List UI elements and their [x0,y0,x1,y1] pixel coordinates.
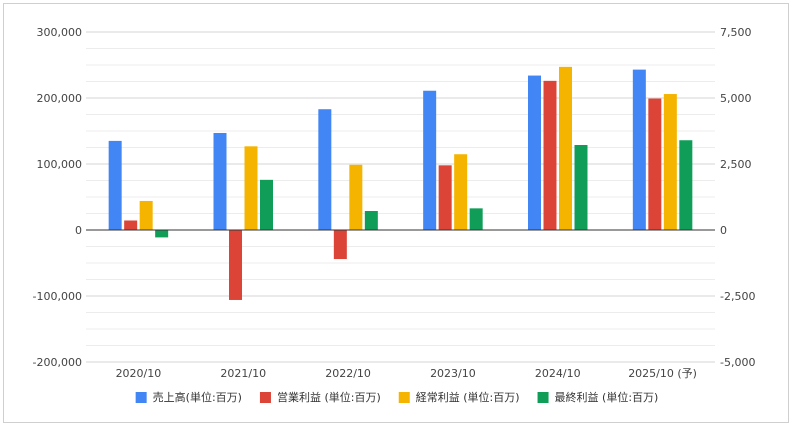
legend-swatch [259,392,271,403]
combo-bar-chart: 300,000 200,000 100,000 0 -100,000 -200,000 7… [33,26,756,404]
bar [139,200,153,230]
bar [124,220,138,230]
bar [559,66,572,231]
bar [260,179,273,230]
chart-frame: 300,000 200,000 100,000 0 -100,000 -200,000 7… [3,3,789,423]
left-axis-ticks: 300,000 200,000 100,000 0 -100,000 -200,000 [33,26,82,369]
bar [108,140,122,230]
bar [349,164,363,230]
right-axis-ticks: 7,500 5,000 2,500 0 -2,500 -5,000 [720,26,755,369]
legend-swatch [537,392,549,403]
right-tick-label: 2,500 [720,158,752,171]
bar [679,140,693,230]
bar [244,146,258,230]
bar [528,75,541,230]
legend-label: 経常利益 (単位:百万) [416,390,520,404]
left-tick-label: -100,000 [33,290,82,303]
left-tick-label: 200,000 [37,92,83,105]
legend-label: 営業利益 (単位:百万) [277,390,381,404]
bar [648,98,662,230]
legend-swatch [135,392,147,403]
bar [543,80,557,230]
bar [155,230,169,238]
gridlines [86,31,715,363]
right-tick-label: 7,500 [720,26,752,39]
category-label: 2025/10 (予) [628,367,697,380]
bar [469,208,483,230]
right-tick-label: 0 [720,224,727,237]
bar [574,144,588,230]
legend-swatch [398,392,410,403]
right-tick-label: -2,500 [720,290,755,303]
left-tick-label: 100,000 [37,158,83,171]
right-tick-label: 5,000 [720,92,752,105]
bar [438,165,452,230]
left-tick-label: -200,000 [33,356,82,369]
category-label: 2020/10 [116,367,162,380]
category-label: 2024/10 [535,367,581,380]
legend-label: 最終利益 (単位:百万) [555,390,659,404]
bar [364,210,378,230]
bar [663,94,677,230]
category-labels: 2020/10 2021/10 2022/10 2023/10 2024/10 2025/… [116,367,697,380]
bar [423,90,437,231]
category-label: 2023/10 [430,367,476,380]
left-tick-label: 300,000 [37,26,83,39]
legend: 売上高(単位:百万) 営業利益 (単位:百万) 経常利益 (単位:百万) 最終利益 (… [135,390,659,404]
bars [108,66,693,300]
bar [213,132,227,230]
category-label: 2022/10 [325,367,371,380]
bar [333,230,347,260]
bar [632,69,646,231]
bar [318,109,332,230]
bar [229,230,242,300]
right-tick-label: -5,000 [720,356,755,369]
left-tick-label: 0 [75,224,82,237]
category-label: 2021/10 [220,367,266,380]
legend-label: 売上高(単位:百万) [153,390,242,404]
bar [454,154,468,230]
